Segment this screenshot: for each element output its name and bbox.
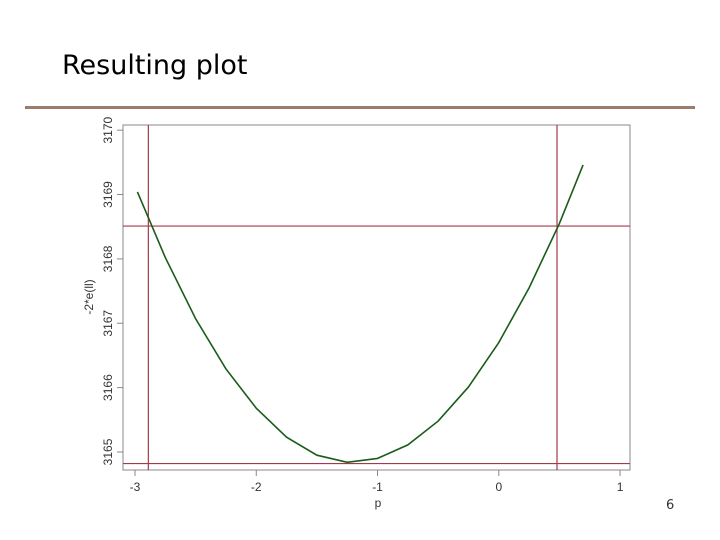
x-tick-label: -3 — [130, 480, 141, 494]
data-line — [136, 164, 584, 464]
y-tick-label: 3167 — [101, 310, 115, 337]
x-tick-label: 0 — [495, 480, 502, 494]
x-tick-label: -2 — [251, 480, 262, 494]
y-axis-label: -2*e(ll) — [82, 279, 96, 314]
y-tick-label: 3166 — [101, 374, 115, 401]
x-tick-label: 1 — [617, 480, 624, 494]
y-tick-label: 3169 — [101, 181, 115, 208]
y-tick-label: 3165 — [101, 438, 115, 465]
plot-frame — [122, 124, 631, 471]
y-tick-label: 3168 — [101, 245, 115, 272]
x-axis-label: p — [375, 496, 382, 510]
y-tick-label: 3170 — [101, 116, 115, 143]
x-tick-label: -1 — [372, 480, 383, 494]
slide-title: Resulting plot — [62, 50, 248, 81]
page-number: 6 — [666, 498, 675, 513]
title-rule — [25, 106, 695, 109]
